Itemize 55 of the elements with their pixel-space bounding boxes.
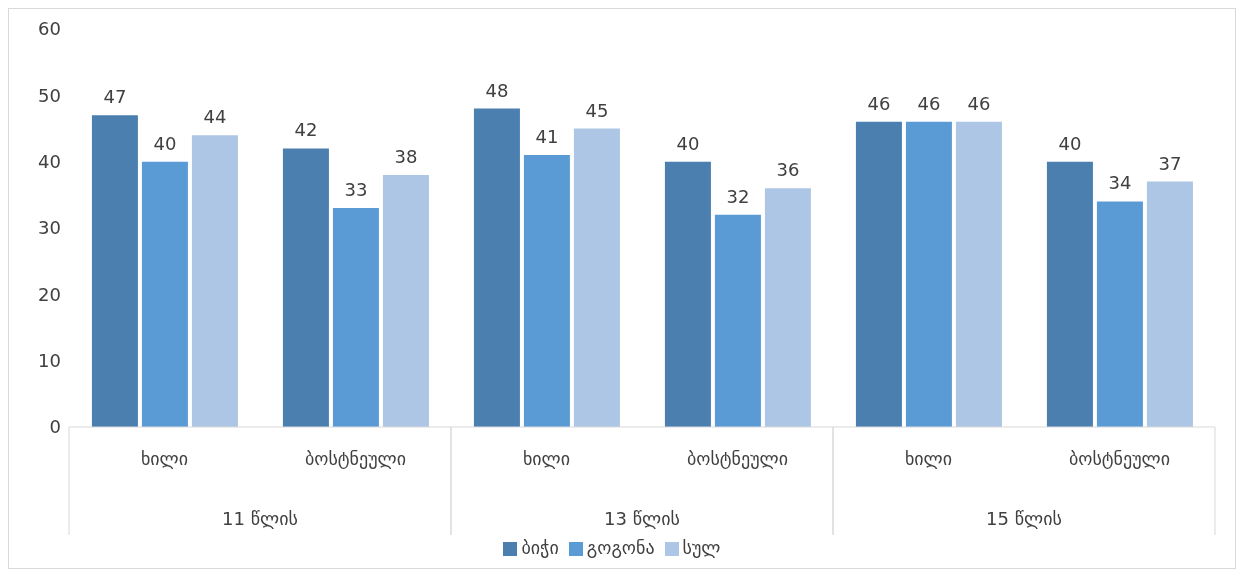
data-label: 44 <box>203 106 227 128</box>
legend-label: გოგონა <box>586 537 655 558</box>
bar <box>664 161 711 427</box>
y-tick-label: 30 <box>38 217 61 239</box>
bar <box>382 174 429 427</box>
bar <box>1146 181 1193 427</box>
bar <box>282 148 329 427</box>
x-tick-label: ხილი <box>522 448 571 469</box>
text: 15 წლის <box>986 508 1062 529</box>
x-tick-label: ხილი <box>904 448 953 469</box>
y-tick-label: 0 <box>49 416 61 438</box>
bar <box>1096 201 1143 427</box>
data-label: 40 <box>153 132 177 154</box>
x-tick-label: ბოსტნეული <box>1068 448 1171 469</box>
x-tick-label: ხილი <box>140 448 189 469</box>
bar <box>91 115 138 427</box>
text: 11 წლის <box>222 508 298 529</box>
y-tick-label: 20 <box>38 283 61 305</box>
bar <box>714 214 761 427</box>
y-tick-label: 60 <box>38 18 61 40</box>
y-tick-label: 50 <box>38 84 61 106</box>
bar <box>955 121 1002 427</box>
bar <box>764 188 811 427</box>
legend-label: ბიჭი <box>521 537 559 558</box>
data-label: 40 <box>676 132 700 154</box>
data-label: 45 <box>585 99 609 121</box>
data-label: 36 <box>776 159 800 181</box>
bar <box>905 121 952 427</box>
bar <box>573 128 620 427</box>
x-tick-label: ბოსტნეული <box>686 448 789 469</box>
data-label: 46 <box>967 92 991 114</box>
text: 13 წლის <box>604 508 680 529</box>
data-label: 46 <box>917 92 941 114</box>
bar <box>1046 161 1093 427</box>
data-label: 33 <box>344 179 368 201</box>
bar <box>141 161 188 427</box>
bar <box>332 208 379 427</box>
data-label: 38 <box>394 145 418 167</box>
bar <box>855 121 902 427</box>
y-tick-label: 40 <box>38 151 61 173</box>
bar <box>473 108 520 427</box>
y-tick-label: 10 <box>38 350 61 372</box>
data-label: 48 <box>485 79 509 101</box>
data-label: 41 <box>535 126 559 148</box>
x-tick-label: ბოსტნეული <box>304 448 407 469</box>
data-label: 46 <box>867 92 891 114</box>
data-label: 42 <box>294 119 318 141</box>
data-label: 47 <box>103 86 127 108</box>
data-label: 37 <box>1158 152 1182 174</box>
data-label: 40 <box>1058 132 1082 154</box>
legend-label: სულ <box>682 537 721 558</box>
bar <box>523 155 570 427</box>
data-label: 32 <box>726 185 750 207</box>
bar <box>191 135 238 427</box>
data-label: 34 <box>1108 172 1132 194</box>
